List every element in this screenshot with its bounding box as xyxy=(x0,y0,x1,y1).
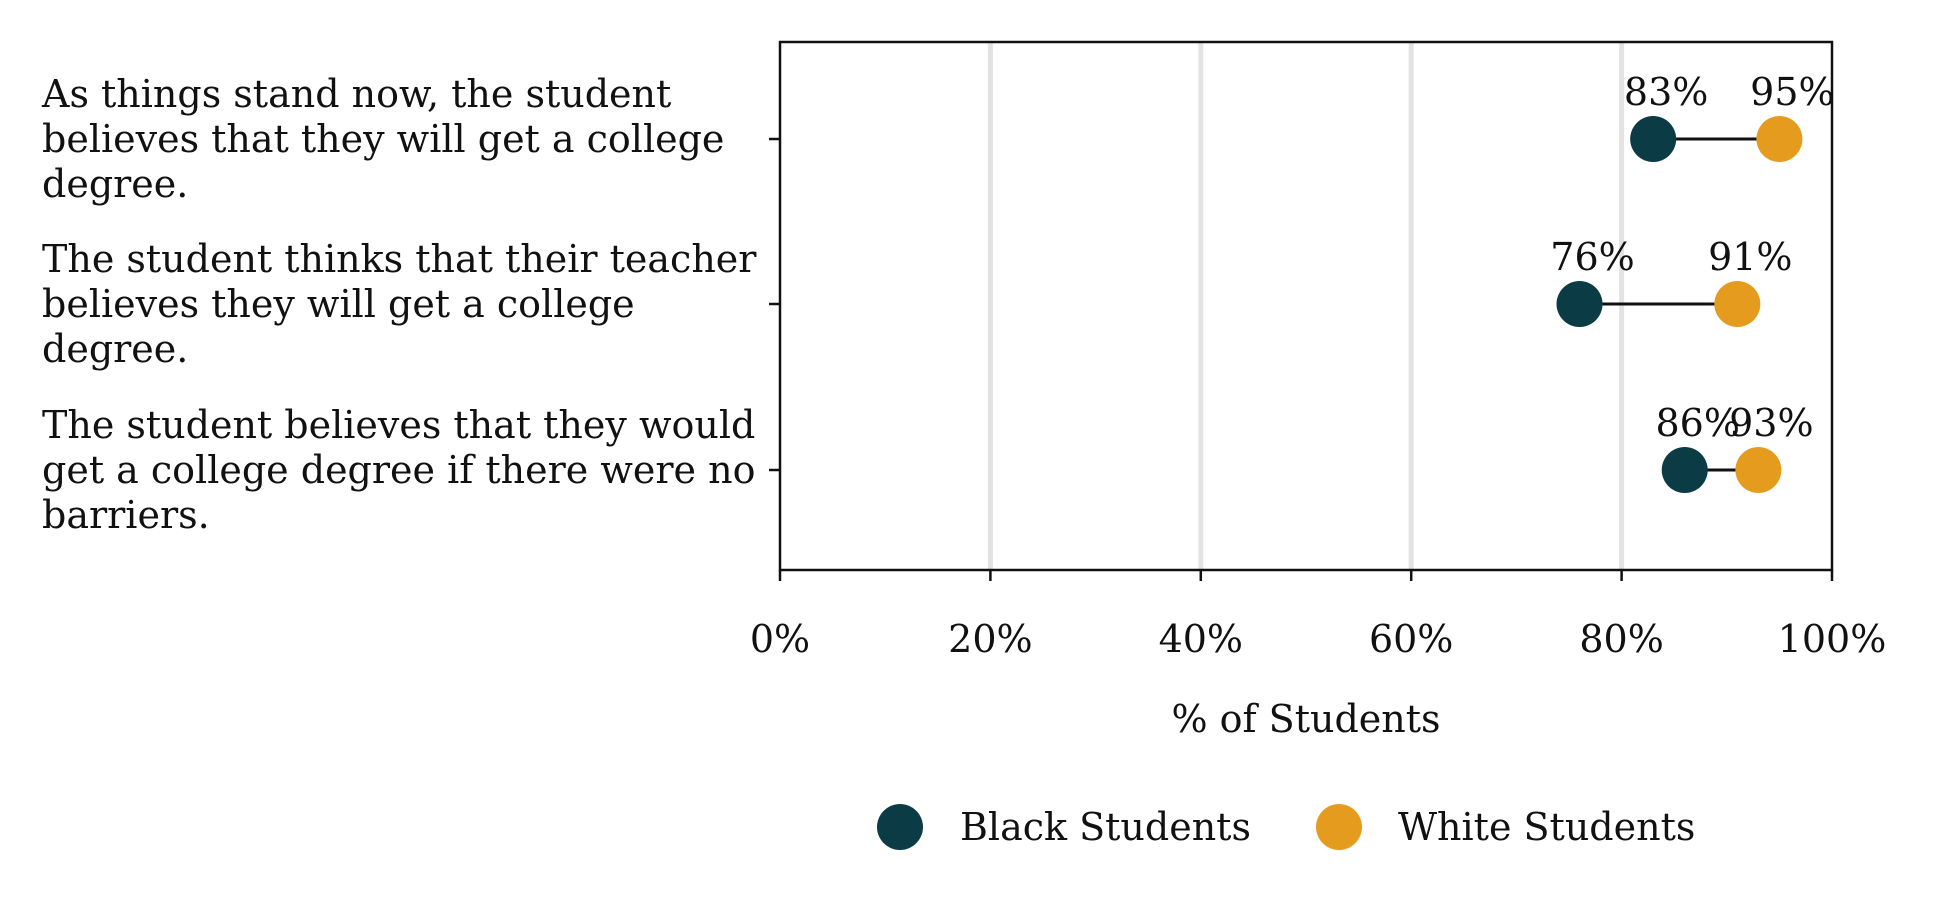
x-tick-label-80-pct: 80% xyxy=(1579,617,1663,661)
legend-swatch-white-students xyxy=(1316,804,1362,850)
plot-frame xyxy=(778,40,1834,572)
plot-border xyxy=(778,40,1834,572)
legend-label-black-students: Black Students xyxy=(960,805,1251,849)
point-white-students-2 xyxy=(1714,281,1761,327)
data-points xyxy=(1556,116,1803,493)
category-label-2-line-1: The student thinks that their teacher xyxy=(42,237,757,281)
category-label-2: The student thinks that their teacher bel… xyxy=(42,237,757,371)
x-axis-title: % of Students xyxy=(1171,697,1440,741)
category-label-3-line-3: barriers. xyxy=(42,493,210,537)
legend-label-white-students: White Students xyxy=(1398,805,1695,849)
value-label-black-students-3: 86% xyxy=(1655,401,1739,445)
value-label-black-students-1: 83% xyxy=(1624,70,1708,114)
value-label-white-students-3: 93% xyxy=(1729,401,1813,445)
point-black-students-3 xyxy=(1661,447,1708,493)
point-white-students-3 xyxy=(1735,447,1782,493)
x-axis: 0% 20% 40% 60% 80% 100% xyxy=(750,137,1887,661)
category-label-3-line-2: get a college degree if there were no xyxy=(42,448,755,492)
category-label-1-line-3: degree. xyxy=(42,162,188,206)
value-label-black-students-2: 76% xyxy=(1550,235,1634,279)
value-label-white-students-1: 95% xyxy=(1750,70,1834,114)
category-label-2-line-3: degree. xyxy=(42,327,188,371)
point-black-students-1 xyxy=(1630,116,1677,162)
gridlines xyxy=(987,42,1625,570)
x-tick-label-100-pct: 100% xyxy=(1778,617,1887,661)
x-tick-label-60-pct: 60% xyxy=(1369,617,1453,661)
category-label-2-line-2: believes they will get a college xyxy=(42,282,635,326)
value-labels: 83% 76% 86% 95% 91% 93% xyxy=(1550,70,1834,445)
point-black-students-2 xyxy=(1556,281,1603,327)
legend-swatch-black-students xyxy=(877,804,923,850)
x-tick-label-0-pct: 0% xyxy=(750,617,810,661)
category-label-3-line-1: The student believes that they would xyxy=(42,403,755,447)
value-label-white-students-2: 91% xyxy=(1708,235,1792,279)
point-white-students-1 xyxy=(1756,116,1803,162)
category-label-1-line-2: believes that they will get a college xyxy=(42,117,724,161)
x-tick-label-40-pct: 40% xyxy=(1159,617,1243,661)
category-label-3: The student believes that they would get … xyxy=(42,403,755,537)
x-tick-label-20-pct: 20% xyxy=(948,617,1032,661)
category-label-1-line-1: As things stand now, the student xyxy=(41,72,671,116)
category-label-1: As things stand now, the student believes… xyxy=(41,72,724,206)
category-labels: As things stand now, the student believes… xyxy=(41,72,757,537)
legend: Black Students White Students xyxy=(877,804,1695,850)
